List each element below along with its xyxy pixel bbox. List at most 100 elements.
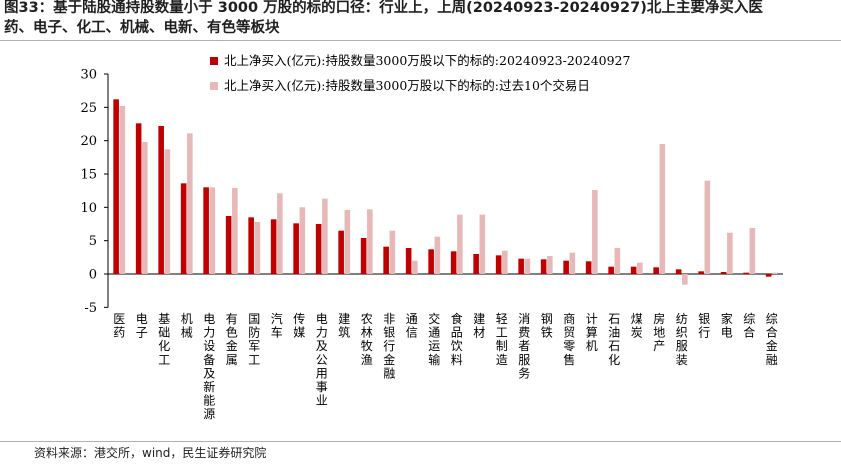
source-note: 资料来源：港交所，wind，民生证券研究院 [34, 446, 267, 460]
bar-series-2-6 [232, 188, 238, 274]
x-tick-label: 非银行金融 [383, 312, 395, 380]
x-tick-label: 汽车 [271, 311, 283, 340]
legend-swatch-series-2 [210, 82, 218, 90]
bar-series-2-2 [142, 142, 148, 274]
x-tick-label: 基础化工 [158, 312, 170, 367]
bar-series-1-22 [585, 261, 592, 274]
title-divider [0, 40, 841, 41]
bar-series-1-7 [248, 217, 254, 274]
x-tick-label: 石油石化 [608, 312, 620, 367]
bar-series-1-29 [743, 272, 749, 274]
bar-series-1-28 [720, 272, 727, 274]
bar-series-2-13 [389, 230, 396, 274]
legend: 北上净买入(亿元):持股数量3000万股以下的标的:20240923-20240… [210, 53, 631, 93]
x-tick-label: 纺织服装 [676, 312, 688, 367]
bar-series-1-27 [698, 271, 704, 274]
bar-series-2-3 [164, 149, 171, 274]
bar-series-2-10 [322, 198, 328, 274]
y-tick-label: 5 [89, 234, 97, 249]
bar-series-1-11 [338, 230, 344, 274]
y-tick-label: 15 [80, 168, 97, 183]
bar-series-1-1 [113, 99, 119, 274]
y-tick-label: 25 [80, 101, 97, 116]
x-tick-label: 国防军工 [248, 312, 260, 367]
bar-series-2-17 [479, 214, 486, 274]
x-tick-label: 电力设备及新能源 [203, 312, 215, 421]
bar-series-2-28 [727, 232, 733, 274]
x-axis-labels: 医药电子基础化工机械电力设备及新能源有色金属国防军工汽车传媒电力及公用事业建筑农… [113, 311, 778, 421]
figure-title-line-2: 药、电子、化工、机械、电新、有色等板块 [4, 20, 280, 36]
legend-label-series-2: 北上净买入(亿元):持股数量3000万股以下的标的:过去10个交易日 [224, 78, 590, 93]
bar-series-1-26 [675, 269, 682, 274]
y-tick-label: -5 [84, 301, 97, 316]
x-tick-label: 农林牧渔 [361, 312, 373, 367]
bar-series-1-21 [563, 260, 569, 274]
x-tick-label: 医药 [113, 312, 125, 340]
x-tick-label: 食品饮料 [451, 311, 463, 367]
bar-series-2-23 [614, 248, 621, 274]
x-tick-label: 电子 [136, 312, 148, 340]
bar-series-2-25 [659, 144, 666, 274]
bar-series-2-29 [749, 228, 756, 274]
bar-series-1-16 [450, 251, 457, 274]
bar-series-1-15 [428, 249, 434, 274]
x-tick-label: 煤炭 [631, 312, 643, 340]
x-tick-label: 钢铁 [541, 312, 553, 340]
x-tick-label: 轻工制造 [496, 312, 508, 367]
axes: 30 25 20 15 10 5 0 -5 [80, 68, 783, 316]
bar-series-2-11 [344, 210, 351, 274]
bar-series-2-14 [412, 260, 418, 274]
figure-title: 图33：基于陆股通持股数量小于 3000 万股的标的口径：行业上，上周(2024… [4, 0, 840, 38]
bar-series-2-4 [187, 133, 193, 274]
footer-divider [0, 441, 841, 442]
bars [113, 99, 778, 285]
bar-series-1-9 [293, 223, 299, 274]
bar-series-2-30 [772, 272, 778, 274]
x-tick-label: 传媒 [293, 311, 305, 340]
bar-series-1-3 [158, 126, 164, 274]
x-tick-label: 电力及公用事业 [316, 312, 328, 408]
bar-series-1-2 [135, 123, 142, 274]
x-tick-label: 建筑 [338, 312, 350, 340]
bar-series-1-17 [473, 254, 479, 274]
bar-series-2-1 [119, 106, 126, 274]
bar-series-1-24 [630, 266, 637, 274]
x-tick-label: 计算机 [586, 312, 598, 353]
bar-series-1-6 [225, 216, 232, 274]
x-tick-label: 有色金属 [226, 312, 238, 367]
bar-series-2-20 [547, 256, 553, 274]
x-tick-label: 家电 [721, 311, 733, 340]
bar-series-1-8 [270, 219, 277, 274]
x-tick-label: 消费者服务 [518, 312, 530, 380]
bar-series-2-27 [704, 180, 711, 274]
bar-series-1-18 [495, 255, 502, 274]
bar-series-1-4 [180, 183, 187, 274]
bar-chart: 北上净买入(亿元):持股数量3000万股以下的标的:20240923-20240… [80, 53, 783, 421]
bar-series-2-19 [524, 258, 531, 274]
x-tick-label: 机械 [181, 312, 193, 340]
x-tick-label: 通信 [406, 312, 418, 340]
x-tick-label: 商贸零售 [563, 311, 575, 367]
bar-series-2-12 [367, 209, 373, 274]
bar-series-1-13 [383, 246, 389, 274]
y-tick-label: 30 [80, 68, 97, 83]
bar-series-1-19 [518, 258, 524, 274]
x-tick-label: 综合 [743, 312, 755, 340]
legend-label-series-1: 北上净买入(亿元):持股数量3000万股以下的标的:20240923-20240… [224, 53, 631, 68]
bar-series-1-5 [203, 187, 209, 274]
bar-series-2-26 [682, 274, 688, 285]
bar-series-1-20 [540, 259, 547, 274]
bar-series-2-9 [299, 207, 306, 274]
x-tick-label: 交通运输 [428, 311, 440, 367]
bar-series-2-21 [569, 252, 576, 274]
bar-series-2-7 [254, 222, 261, 274]
bar-series-1-30 [765, 274, 772, 277]
x-tick-label: 房地产 [653, 311, 665, 353]
x-tick-label: 建材 [473, 312, 485, 340]
y-tick-label: 20 [80, 134, 97, 149]
bar-series-1-25 [653, 267, 659, 274]
bar-series-2-16 [457, 214, 463, 274]
bar-series-2-8 [277, 193, 283, 274]
figure-title-line-1: 图33：基于陆股通持股数量小于 3000 万股的标的口径：行业上，上周(2024… [4, 0, 763, 16]
bar-series-2-22 [592, 190, 598, 274]
